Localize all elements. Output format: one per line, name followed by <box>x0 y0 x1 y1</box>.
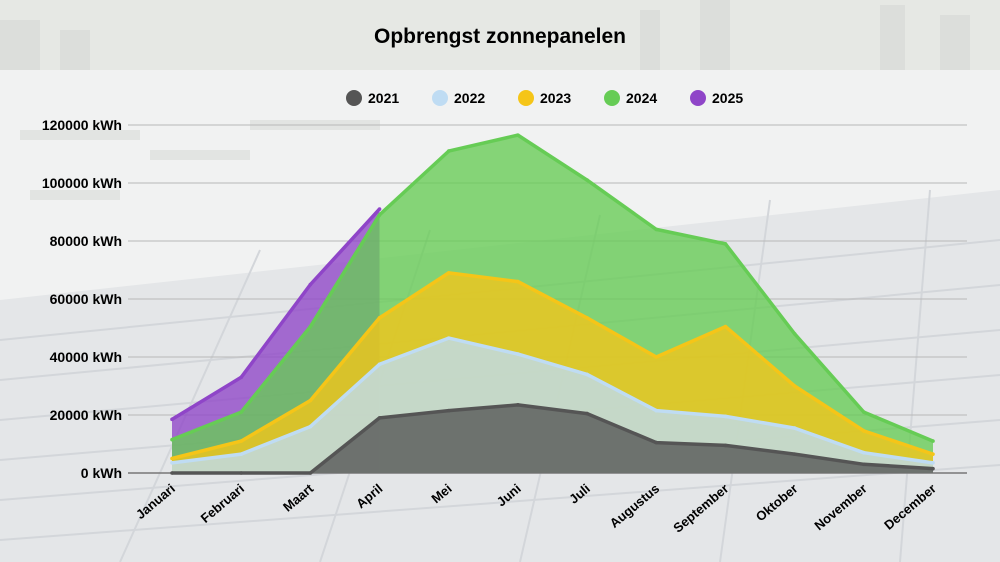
x-tick-label: December <box>881 481 939 533</box>
x-tick-label: Mei <box>428 481 454 506</box>
data-point-2021 <box>723 443 728 448</box>
data-point-2025 <box>170 417 174 422</box>
legend-label: 2022 <box>454 90 485 106</box>
data-point-2021 <box>516 403 520 407</box>
legend-marker <box>690 90 706 106</box>
data-point-2022 <box>170 461 174 465</box>
data-point-2024 <box>585 178 589 182</box>
data-point-2024 <box>654 227 659 232</box>
legend-marker <box>346 90 362 106</box>
y-tick-label: 120000 kWh <box>42 117 122 133</box>
data-point-2021 <box>377 416 382 420</box>
x-tick-label: Oktober <box>753 481 801 525</box>
data-point-2023 <box>308 398 313 403</box>
data-point-2024 <box>308 324 313 329</box>
data-point-2024 <box>516 133 520 137</box>
data-point-2025 <box>239 375 243 380</box>
data-point-2022 <box>516 352 520 356</box>
y-tick-label: 80000 kWh <box>50 233 122 249</box>
y-axis-ticks: 0 kWh 20000 kWh 40000 kWh 60000 kWh 80000 kW… <box>42 117 122 481</box>
data-point-2023 <box>516 279 520 284</box>
data-point-2023 <box>654 355 659 359</box>
legend-marker <box>432 90 448 106</box>
y-tick-label: 60000 kWh <box>50 291 122 307</box>
data-point-2022 <box>308 424 313 429</box>
y-tick-label: 100000 kWh <box>42 175 122 191</box>
x-tick-label: April <box>353 481 385 512</box>
data-point-2021 <box>308 471 313 475</box>
y-tick-label: 40000 kWh <box>50 349 122 365</box>
y-tick-label: 20000 kWh <box>50 407 122 423</box>
x-tick-label: Juli <box>566 481 593 507</box>
data-point-2022 <box>585 372 589 377</box>
legend-label: 2021 <box>368 90 399 106</box>
data-point-2021 <box>654 440 659 445</box>
data-point-2023 <box>792 384 797 388</box>
line-2022 <box>171 336 934 465</box>
data-point-2023 <box>446 271 451 275</box>
data-point-2023 <box>931 452 935 456</box>
data-point-2024 <box>792 332 797 336</box>
legend-item-2024: 2024 <box>604 90 657 106</box>
data-point-2023 <box>862 429 866 433</box>
data-point-2024 <box>377 213 382 217</box>
data-point-2021 <box>862 462 866 467</box>
line-2021 <box>172 403 934 475</box>
legend-label: 2023 <box>540 90 571 106</box>
y-tick-label: 0 kWh <box>81 465 122 481</box>
data-point-2025 <box>377 207 382 211</box>
legend-label: 2024 <box>626 90 657 106</box>
data-point-2023 <box>723 324 728 329</box>
chart-title: Opbrengst zonnepanelen <box>374 25 626 48</box>
data-point-2021 <box>792 452 797 456</box>
data-point-2023 <box>377 316 382 320</box>
data-point-2022 <box>792 426 797 430</box>
x-tick-label: Juni <box>494 481 524 510</box>
legend-marker <box>518 90 534 106</box>
legend-item-2023: 2023 <box>518 90 571 106</box>
data-point-2021 <box>170 471 174 475</box>
data-point-2021 <box>239 471 243 475</box>
series-areas <box>170 133 935 475</box>
data-point-2021 <box>931 466 935 471</box>
data-point-2024 <box>239 410 243 414</box>
chart-legend: 2021 2022 2023 2024 2025 <box>346 90 743 106</box>
x-tick-label: September <box>670 481 731 536</box>
legend-label: 2025 <box>712 90 743 106</box>
data-point-2024 <box>723 242 728 246</box>
data-point-2022 <box>654 408 659 413</box>
data-point-2024 <box>446 149 451 153</box>
data-point-2023 <box>170 456 174 461</box>
legend-item-2022: 2022 <box>432 90 485 106</box>
x-tick-label: Februari <box>198 481 247 526</box>
data-point-2022 <box>723 414 728 419</box>
x-tick-label: Januari <box>133 481 178 522</box>
data-point-2023 <box>585 316 589 320</box>
data-point-2022 <box>239 452 243 456</box>
legend-item-2025: 2025 <box>690 90 743 106</box>
x-tick-label: November <box>811 481 869 533</box>
data-point-2024 <box>931 439 935 443</box>
data-point-2022 <box>931 461 935 465</box>
data-point-2022 <box>862 450 866 455</box>
data-point-2022 <box>446 336 451 340</box>
data-point-2023 <box>239 439 243 443</box>
x-tick-label: Maart <box>280 480 317 514</box>
x-axis-ticks: Januari Februari Maart April Mei Juni Juli Augu… <box>133 480 939 535</box>
data-point-2022 <box>377 362 382 367</box>
x-tick-label: Augustus <box>607 481 663 531</box>
line-2025 <box>171 207 381 421</box>
data-point-2025 <box>308 282 313 287</box>
data-point-2021 <box>446 408 451 413</box>
legend-marker <box>604 90 620 106</box>
data-point-2024 <box>170 437 174 442</box>
series-2021 <box>170 403 935 475</box>
data-point-2021 <box>585 411 589 416</box>
line-2023 <box>171 271 934 461</box>
data-point-2024 <box>862 410 866 414</box>
line-2024 <box>171 133 934 443</box>
area-2021 <box>172 404 933 473</box>
legend-item-2021: 2021 <box>346 90 399 106</box>
